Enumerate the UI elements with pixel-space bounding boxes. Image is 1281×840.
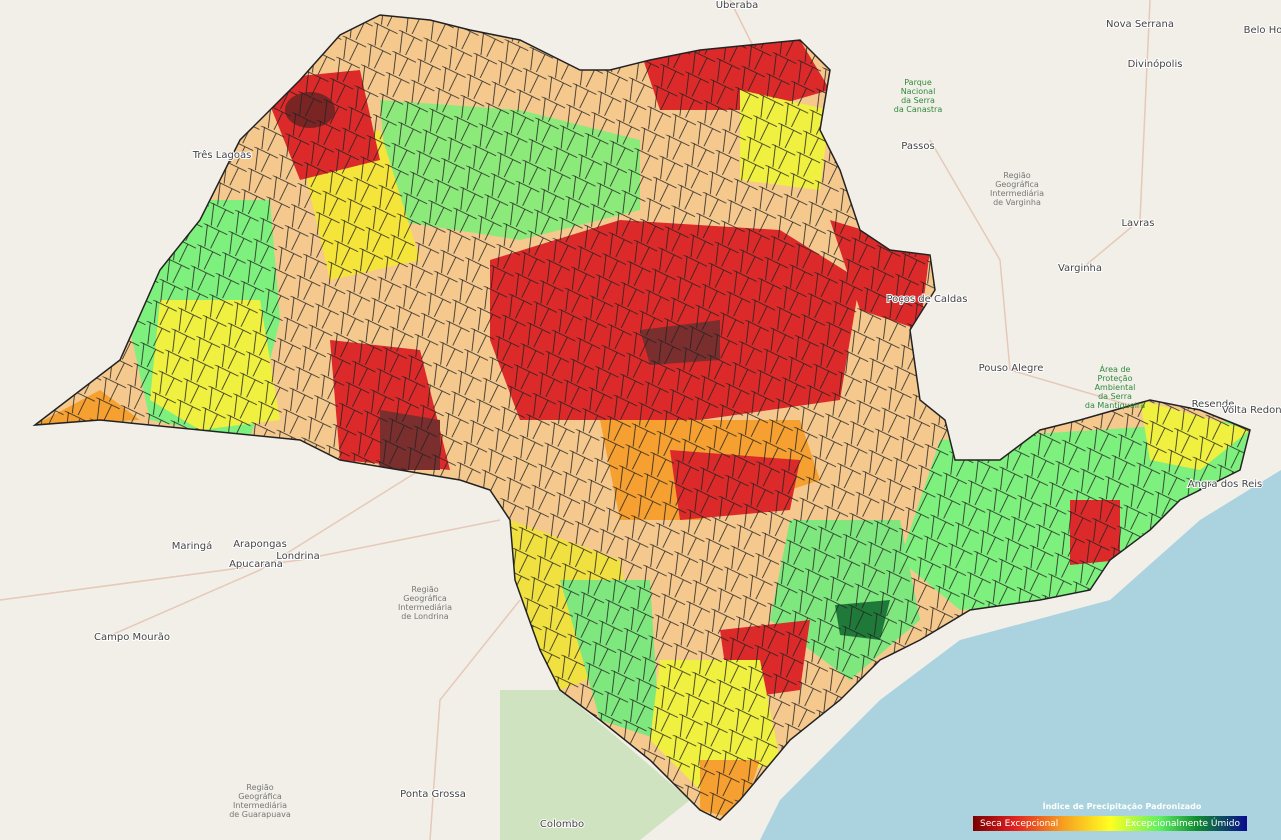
legend-bar	[973, 816, 1247, 831]
region-label: da Serra	[1098, 392, 1132, 401]
place-label: Arapongas	[233, 539, 287, 550]
place-label: Resende	[1192, 399, 1235, 410]
region-label: de Londrina	[401, 612, 448, 621]
place-label: Campo Mourão	[94, 632, 170, 643]
region-label: Região	[411, 585, 438, 594]
region-label: Ambiental	[1095, 383, 1136, 392]
region-label: da Serra	[901, 96, 935, 105]
place-label: Colombo	[540, 819, 584, 830]
region-label: Região	[246, 783, 273, 792]
place-label: Lavras	[1121, 218, 1154, 229]
region-label: Intermediária	[398, 603, 452, 612]
region-label: da Canastra	[894, 105, 943, 114]
place-labels: Uberaba Nova Serrana Divinópolis Belo Ho Pas…	[93, 0, 1281, 831]
place-label: Pouso Alegre	[979, 363, 1044, 374]
legend-low: Seca Excepcional	[980, 819, 1058, 829]
place-label: Volta Redonda	[1222, 405, 1281, 416]
place-label: Passos	[901, 141, 934, 152]
region-label: Intermediária	[990, 189, 1044, 198]
place-label: Poços de Caldas	[886, 294, 967, 305]
forest	[500, 690, 690, 840]
ocean	[760, 470, 1281, 840]
place-label: Uberaba	[716, 0, 759, 11]
region-label: Parque	[904, 78, 932, 87]
legend-title: Índice de Precipitação Padronizado	[1043, 800, 1202, 811]
place-label: Angra dos Reis	[1188, 479, 1262, 490]
region-label: Geográfica	[238, 792, 282, 801]
place-label: Divinópolis	[1128, 58, 1183, 70]
region-label: Nacional	[901, 87, 936, 96]
place-label: Maringá	[172, 540, 212, 552]
region-label: Área de	[1100, 363, 1131, 374]
place-label: Belo Ho	[1244, 25, 1281, 36]
region-label: de Varginha	[993, 198, 1041, 207]
legend-high: Excepcionalmente Úmido	[1125, 817, 1240, 829]
region-label: Geográfica	[403, 594, 447, 603]
region-label: de Guarapuava	[229, 810, 291, 819]
region-label: Proteção	[1098, 374, 1133, 383]
region-label: da Mantiqueira	[1085, 401, 1145, 410]
place-label: Três Lagoas	[192, 149, 252, 161]
place-label: Varginha	[1058, 263, 1102, 274]
region-label: Geográfica	[995, 180, 1039, 189]
place-label: Nova Serrana	[1106, 19, 1174, 30]
place-label: Londrina	[276, 551, 320, 562]
legend: Índice de Precipitação Padronizado Seca …	[973, 800, 1247, 831]
place-label: Apucarana	[229, 559, 283, 570]
region-label: Intermediária	[233, 801, 287, 810]
place-label: Ponta Grossa	[400, 789, 466, 800]
region-label: Região	[1003, 171, 1030, 180]
